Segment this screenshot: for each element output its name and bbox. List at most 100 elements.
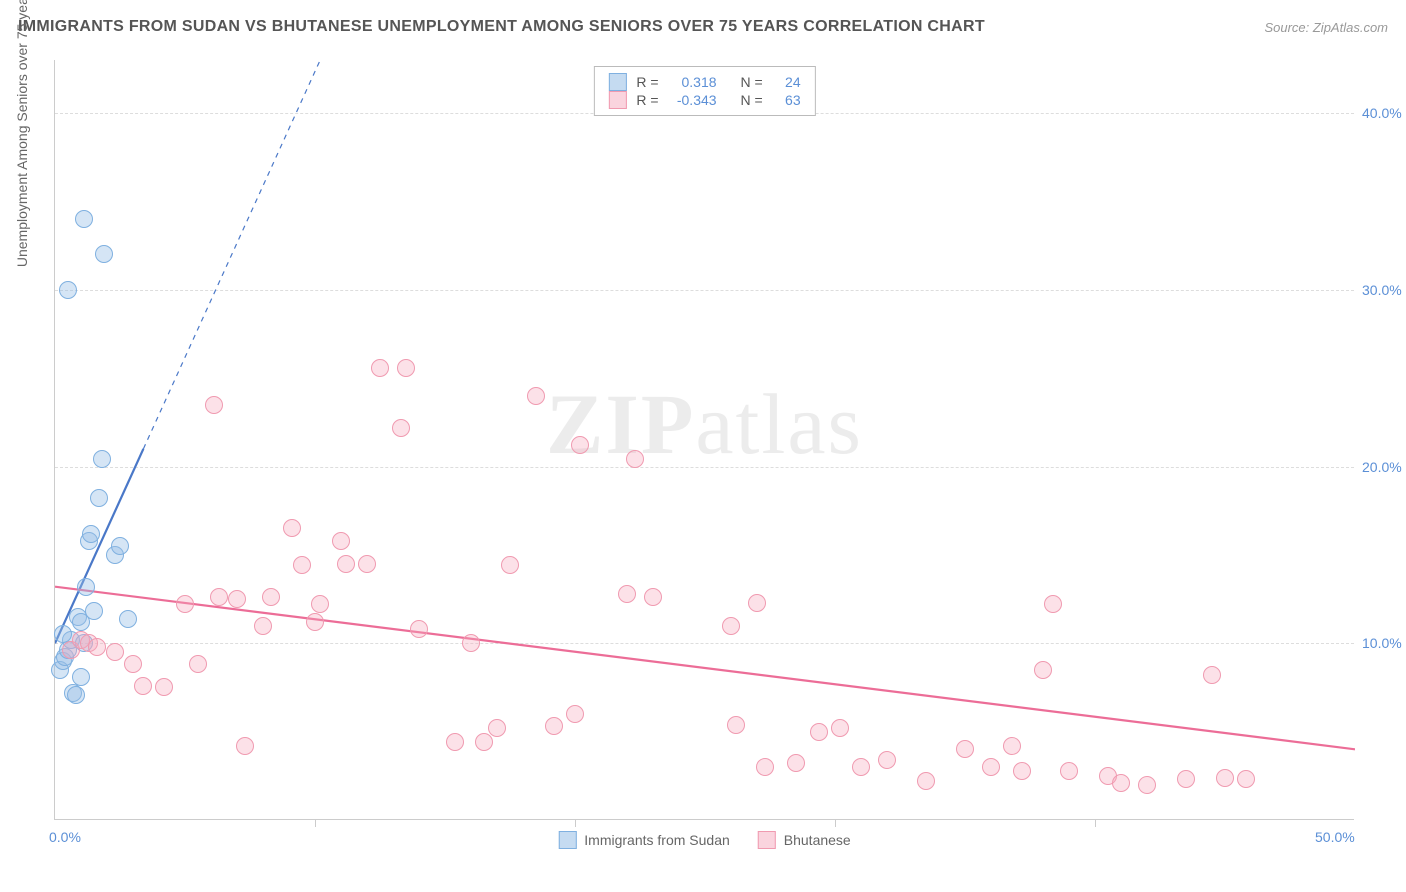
scatter-point	[831, 719, 849, 737]
r-label: R =	[636, 74, 658, 90]
y-tick-label: 40.0%	[1362, 105, 1406, 121]
scatter-point	[210, 588, 228, 606]
scatter-point	[748, 594, 766, 612]
y-tick-label: 10.0%	[1362, 635, 1406, 651]
gridline-h	[55, 643, 1354, 644]
swatch-pink	[608, 91, 626, 109]
legend-row-bhutanese: R = -0.343 N = 63	[608, 91, 800, 109]
scatter-point	[90, 489, 108, 507]
scatter-point	[852, 758, 870, 776]
legend-item-bhutanese: Bhutanese	[758, 831, 851, 849]
scatter-point	[727, 716, 745, 734]
series-legend: Immigrants from Sudan Bhutanese	[558, 831, 850, 849]
plot-region: ZIPatlas R = 0.318 N = 24 R = -0.343 N =…	[54, 60, 1354, 820]
y-axis-label: Unemployment Among Seniors over 75 years	[14, 0, 30, 267]
watermark-zip: ZIP	[546, 376, 695, 472]
scatter-point	[88, 638, 106, 656]
scatter-point	[332, 532, 350, 550]
scatter-point	[119, 610, 137, 628]
n-label: N =	[740, 74, 762, 90]
x-tick	[315, 819, 316, 827]
r-label: R =	[636, 92, 658, 108]
scatter-point	[228, 590, 246, 608]
scatter-point	[311, 595, 329, 613]
scatter-point	[337, 555, 355, 573]
trend-line	[55, 587, 1355, 750]
scatter-point	[176, 595, 194, 613]
scatter-point	[358, 555, 376, 573]
y-tick-label: 20.0%	[1362, 459, 1406, 475]
scatter-point	[566, 705, 584, 723]
scatter-point	[488, 719, 506, 737]
scatter-point	[446, 733, 464, 751]
x-tick	[575, 819, 576, 827]
trendlines	[55, 60, 1355, 820]
scatter-point	[475, 733, 493, 751]
scatter-point	[77, 578, 95, 596]
n-label: N =	[740, 92, 762, 108]
scatter-point	[956, 740, 974, 758]
swatch-pink	[758, 831, 776, 849]
legend-item-sudan: Immigrants from Sudan	[558, 831, 730, 849]
scatter-point	[262, 588, 280, 606]
legend-label: Immigrants from Sudan	[584, 832, 730, 848]
x-tick	[1095, 819, 1096, 827]
scatter-point	[111, 537, 129, 555]
scatter-point	[134, 677, 152, 695]
scatter-point	[410, 620, 428, 638]
scatter-point	[1013, 762, 1031, 780]
correlation-legend: R = 0.318 N = 24 R = -0.343 N = 63	[593, 66, 815, 116]
scatter-point	[1237, 770, 1255, 788]
x-tick-label: 50.0%	[1315, 829, 1355, 845]
scatter-point	[501, 556, 519, 574]
chart-title: IMMIGRANTS FROM SUDAN VS BHUTANESE UNEMP…	[18, 18, 985, 36]
x-tick	[835, 819, 836, 827]
scatter-point	[283, 519, 301, 537]
x-tick-label: 0.0%	[49, 829, 81, 845]
trend-line-extrapolated	[143, 60, 320, 449]
scatter-point	[85, 602, 103, 620]
swatch-blue	[608, 73, 626, 91]
scatter-point	[545, 717, 563, 735]
scatter-point	[371, 359, 389, 377]
legend-label: Bhutanese	[784, 832, 851, 848]
scatter-point	[392, 419, 410, 437]
scatter-point	[59, 281, 77, 299]
scatter-point	[293, 556, 311, 574]
scatter-point	[982, 758, 1000, 776]
scatter-point	[618, 585, 636, 603]
scatter-point	[397, 359, 415, 377]
watermark-atlas: atlas	[695, 376, 863, 472]
n-value-sudan: 24	[773, 74, 801, 90]
scatter-point	[155, 678, 173, 696]
scatter-point	[462, 634, 480, 652]
scatter-point	[254, 617, 272, 635]
scatter-point	[93, 450, 111, 468]
scatter-point	[1138, 776, 1156, 794]
scatter-point	[917, 772, 935, 790]
n-value-bhutanese: 63	[773, 92, 801, 108]
swatch-blue	[558, 831, 576, 849]
scatter-point	[1003, 737, 1021, 755]
gridline-h	[55, 290, 1354, 291]
scatter-point	[810, 723, 828, 741]
scatter-point	[1044, 595, 1062, 613]
scatter-point	[306, 613, 324, 631]
scatter-point	[1060, 762, 1078, 780]
scatter-point	[72, 668, 90, 686]
scatter-point	[82, 525, 100, 543]
r-value-sudan: 0.318	[669, 74, 717, 90]
scatter-point	[626, 450, 644, 468]
scatter-point	[1112, 774, 1130, 792]
scatter-point	[1216, 769, 1234, 787]
scatter-point	[1177, 770, 1195, 788]
gridline-h	[55, 467, 1354, 468]
scatter-point	[722, 617, 740, 635]
scatter-point	[75, 210, 93, 228]
scatter-point	[1034, 661, 1052, 679]
scatter-point	[106, 643, 124, 661]
scatter-point	[67, 686, 85, 704]
scatter-point	[571, 436, 589, 454]
scatter-point	[124, 655, 142, 673]
source-attribution: Source: ZipAtlas.com	[1264, 20, 1388, 35]
